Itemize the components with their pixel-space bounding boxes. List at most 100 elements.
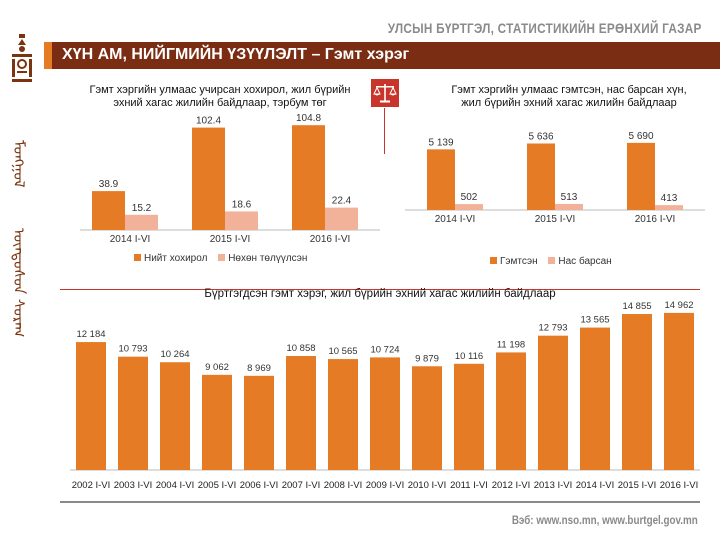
data-label: 38.9: [99, 179, 119, 190]
chart1-legend-total: Нийт хохирол: [132, 253, 207, 264]
chart2-legend: Гэмтсэн Нас барсан: [488, 256, 618, 267]
data-label: 12 793: [538, 323, 567, 334]
bar-14: [622, 314, 652, 470]
title-accent: [44, 42, 52, 69]
x-tick-label: 2016 I-VI: [660, 480, 699, 491]
data-label: 15.2: [132, 203, 152, 214]
bar-11: [496, 352, 526, 470]
data-label: 22.4: [332, 196, 352, 207]
bar-series-2-3: [655, 205, 683, 210]
bar-series-1-2: [527, 143, 555, 210]
bar-8: [370, 357, 400, 470]
bar-series-1-2: [192, 127, 225, 230]
x-tick-label: 2006 I-VI: [240, 480, 279, 491]
x-tick-label: 2016 I-VI: [310, 234, 351, 245]
bar-series-2-3: [325, 207, 358, 230]
chart1-title: Гэмт хэргийн улмаас учирсан хохирол, жил…: [89, 84, 351, 109]
data-label: 11 198: [497, 339, 525, 350]
footer-divider: [60, 501, 700, 503]
bar-13: [580, 327, 610, 470]
chart1-legend: Нийт хохирол Нөхөн төлүүлсэн: [132, 253, 313, 264]
legend-swatch-orange: [134, 254, 141, 261]
x-tick-label: 2014 I-VI: [435, 214, 476, 225]
chart3-title: Бүртгэгдсэн гэмт хэрэг, жил бүрийн эхний…: [204, 288, 556, 300]
data-label: 10 116: [455, 351, 483, 362]
data-label: 9 879: [415, 353, 439, 364]
mongolian-script-upper: ᠮᠣᠩᠭᠣᠯ: [10, 140, 28, 188]
justice-scales-icon: [371, 79, 399, 107]
bar-series-1-1: [427, 149, 455, 210]
data-label: 10 793: [118, 344, 147, 355]
vertical-divider: [384, 108, 385, 154]
x-tick-label: 2003 I-VI: [114, 480, 153, 491]
data-label: 5 636: [528, 131, 553, 142]
data-label: 502: [461, 192, 478, 203]
data-label: 14 855: [622, 301, 651, 312]
data-label: 10 724: [370, 344, 399, 355]
x-tick-label: 2014 I-VI: [576, 480, 615, 491]
chart1-legend-compensated: Нөхөн төлүүлсэн: [216, 253, 307, 264]
bar-series-1-1: [92, 191, 125, 230]
chart2-legend-injured: Гэмтсэн: [488, 256, 538, 267]
x-tick-label: 2015 I-VI: [618, 480, 657, 491]
bar-9: [412, 366, 442, 470]
bar-series-2-1: [455, 204, 483, 210]
bar-2: [118, 356, 148, 470]
data-label: 9 062: [205, 362, 229, 373]
data-label: 5 139: [428, 137, 453, 148]
bar-4: [202, 374, 232, 470]
x-tick-label: 2010 I-VI: [408, 480, 447, 491]
legend-swatch-orange: [490, 257, 497, 264]
bar-6: [286, 355, 316, 470]
data-label: 12 184: [76, 329, 105, 340]
x-tick-label: 2009 I-VI: [366, 480, 405, 491]
title-bar: ХҮН АМ, НИЙГМИЙН ҮЗҮҮЛЭЛТ – Гэмт хэрэг: [44, 42, 720, 69]
x-tick-label: 2011 I-VI: [450, 480, 488, 491]
x-tick-label: 2012 I-VI: [492, 480, 531, 491]
data-label: 10 858: [286, 343, 315, 354]
bar-1: [76, 342, 106, 470]
data-label: 14 962: [664, 300, 693, 311]
soyombo-emblem-icon: [12, 34, 32, 82]
data-label: 104.8: [296, 113, 321, 124]
x-tick-label: 2015 I-VI: [535, 214, 576, 225]
data-label: 102.4: [196, 116, 221, 127]
chart2-legend-deceased: Нас барсан: [546, 256, 612, 267]
page-title: ХҮН АМ, НИЙГМИЙН ҮЗҮҮЛЭЛТ – Гэмт хэрэг: [62, 46, 410, 63]
bar-5: [244, 375, 274, 470]
data-label: 10 565: [328, 346, 357, 357]
bar-12: [538, 335, 568, 470]
chart3-registered-crimes: 12 184 2002 I-VI 10 793 2003 I-VI 10 264 2004…: [70, 300, 700, 491]
x-tick-label: 2005 I-VI: [198, 480, 237, 491]
data-label: 5 690: [628, 131, 653, 142]
x-tick-label: 2004 I-VI: [156, 480, 195, 491]
bar-10: [454, 363, 484, 470]
x-tick-label: 2007 I-VI: [282, 480, 321, 491]
data-label: 13 565: [580, 315, 609, 326]
horizontal-divider: [60, 289, 700, 290]
bar-series-2-2: [225, 211, 258, 230]
bar-3: [160, 362, 190, 470]
x-tick-label: 2002 I-VI: [72, 480, 111, 491]
bar-7: [328, 359, 358, 470]
x-tick-label: 2014 I-VI: [110, 234, 151, 245]
x-tick-label: 2008 I-VI: [324, 480, 363, 491]
left-strip: ᠮᠣᠩᠭᠣᠯ ᠦᠨᠳᠦᠰᠦᠨ ᠰᠤᠷᠠᠭ: [0, 0, 44, 540]
chart2-title: Гэмт хэргийн улмаас гэмтсэн, нас барсан …: [451, 84, 687, 109]
legend-swatch-light: [218, 254, 226, 261]
data-label: 513: [561, 192, 578, 203]
chart1-damage: 38.9 15.2 2014 I-VI 102.4 18.6 2015 I-VI 104.8…: [80, 113, 380, 245]
data-label: 10 264: [160, 349, 189, 360]
bar-series-1-3: [292, 125, 325, 230]
mongolian-script-lower: ᠦᠨᠳᠦᠰᠦᠨ ᠰᠤᠷᠠᠭ: [10, 228, 28, 338]
data-label: 413: [661, 193, 678, 204]
x-tick-label: 2015 I-VI: [210, 234, 251, 245]
x-tick-label: 2016 I-VI: [635, 214, 676, 225]
data-label: 18.6: [232, 199, 252, 210]
chart2-injured-deceased: 5 139 502 2014 I-VI 5 636 513 2015 I-VI 5 690 4…: [405, 131, 705, 225]
bar-series-2-2: [555, 203, 583, 210]
bar-series-1-3: [627, 142, 655, 210]
bar-series-2-1: [125, 214, 158, 230]
data-label: 8 969: [247, 363, 271, 374]
x-tick-label: 2013 I-VI: [534, 480, 573, 491]
